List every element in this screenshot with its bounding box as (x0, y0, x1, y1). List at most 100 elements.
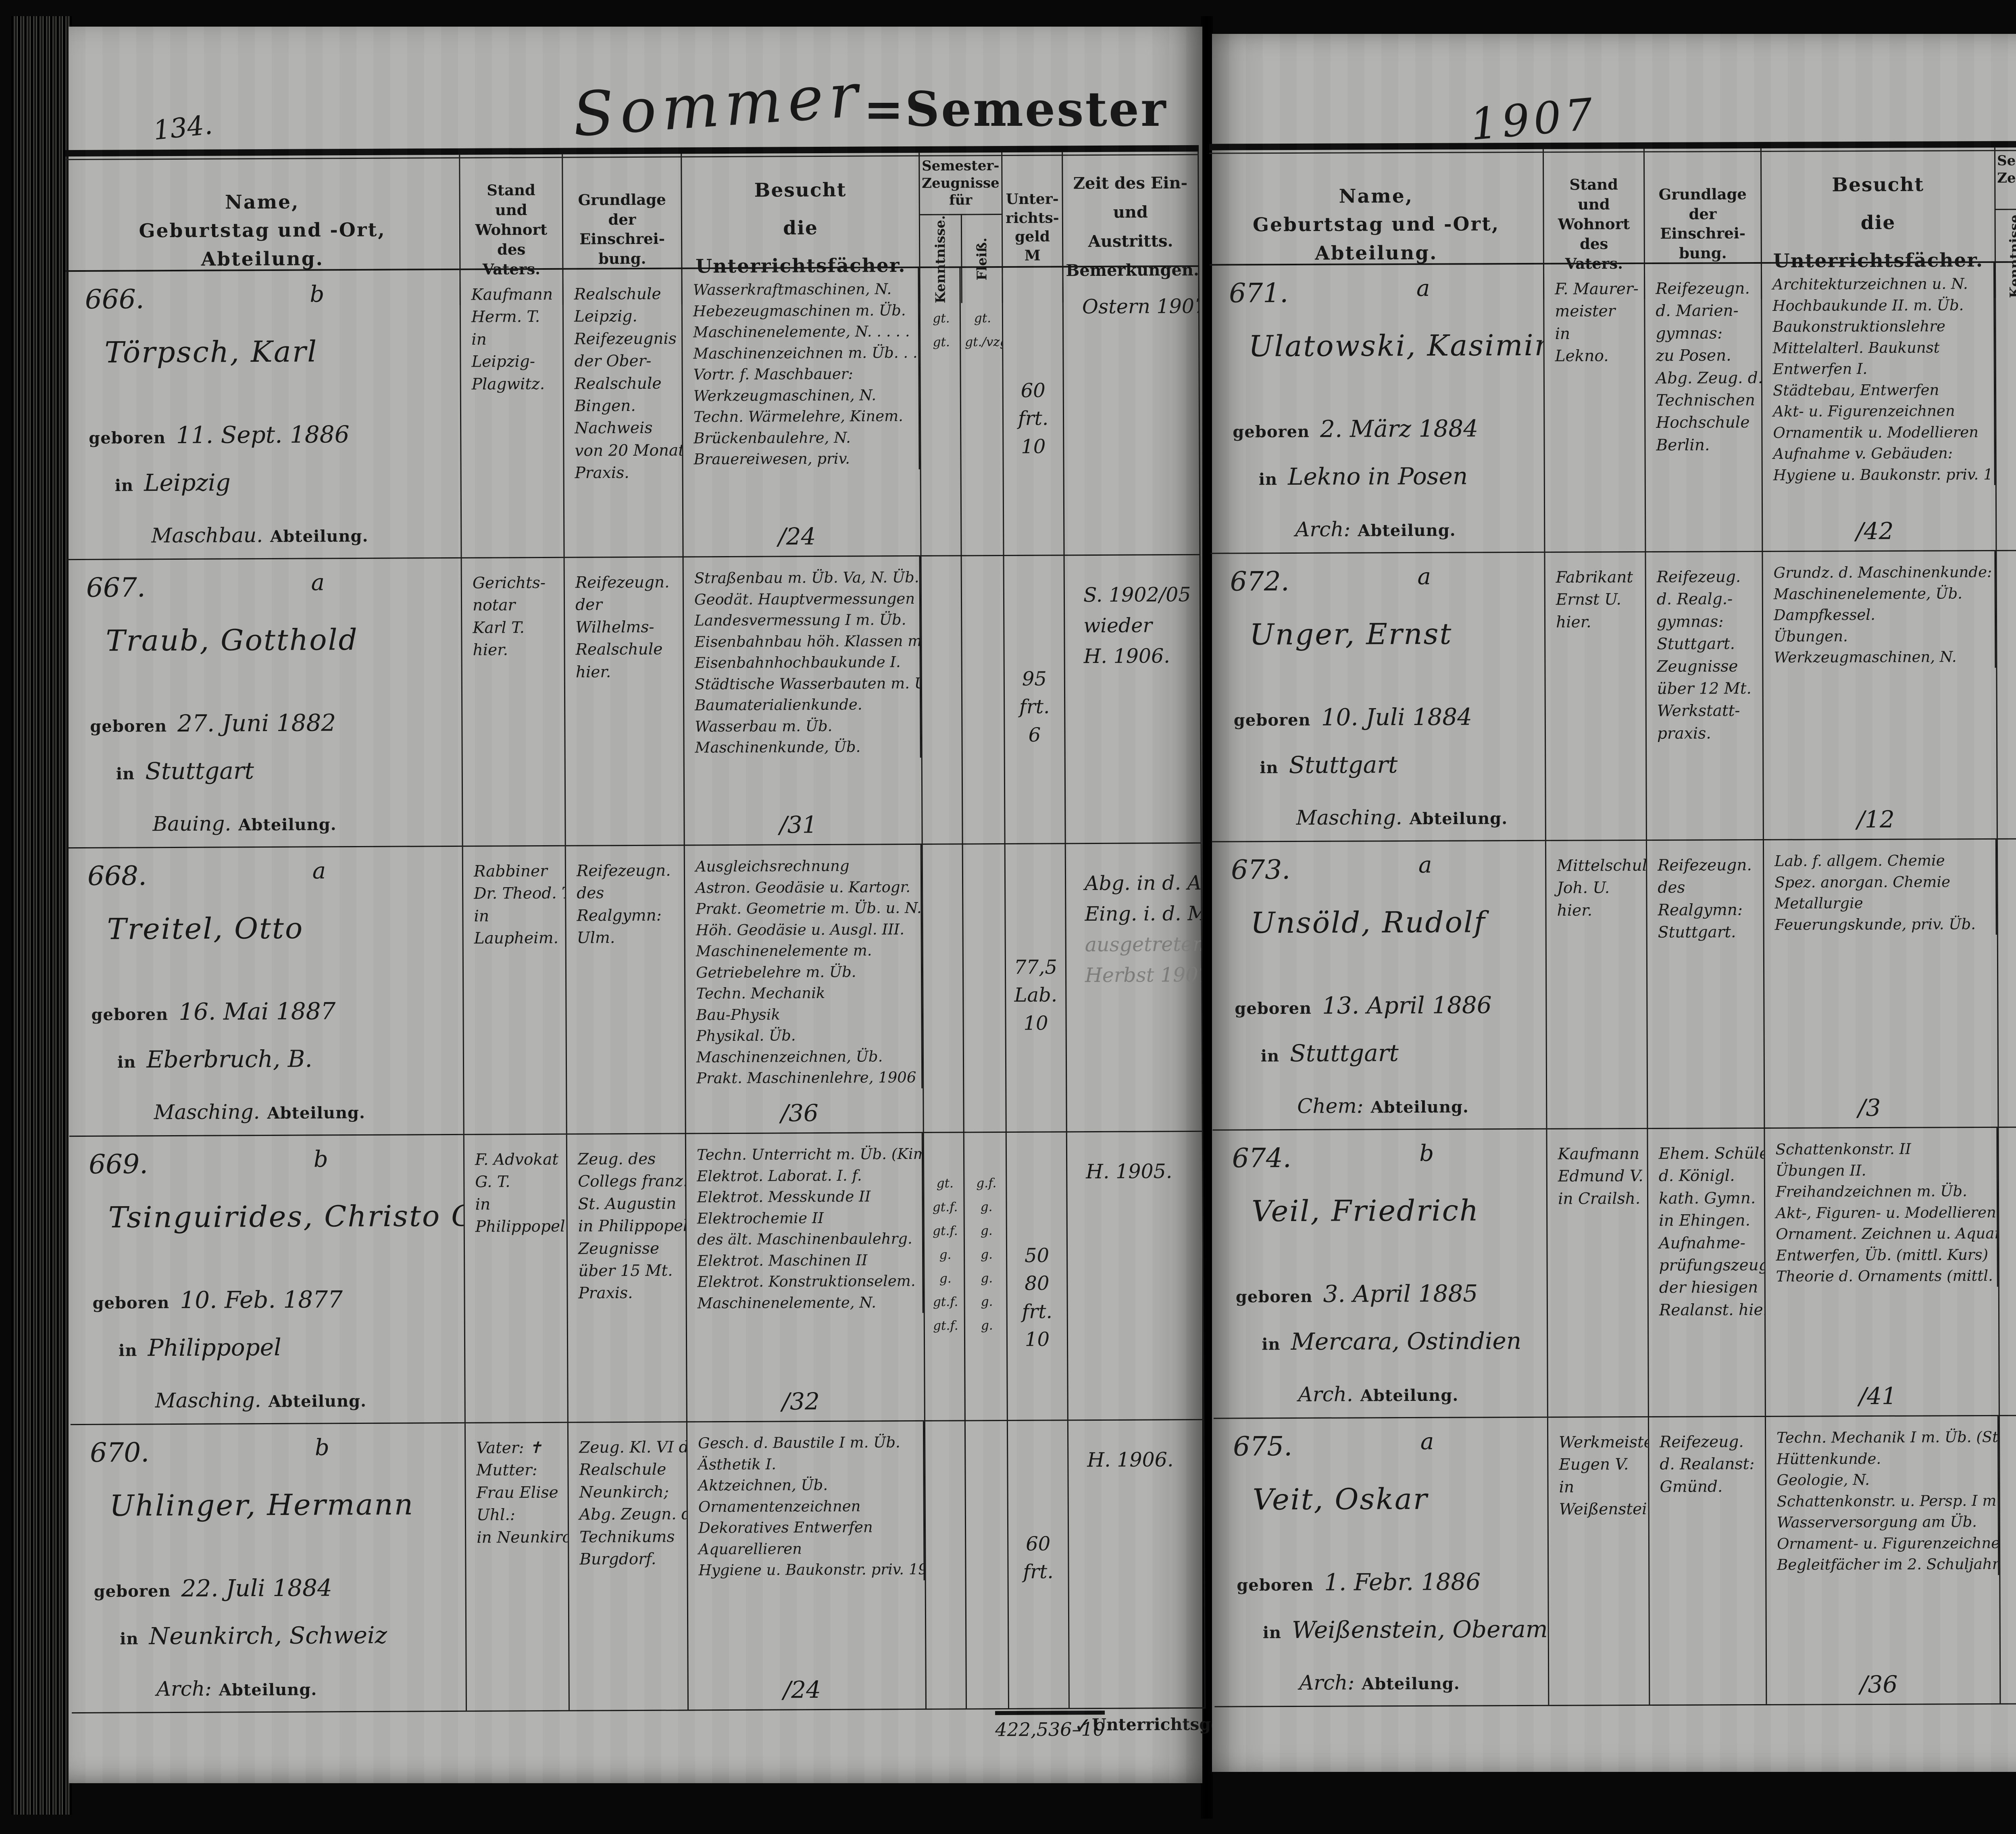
student-cell: 671. a Ulatowski, Kasimir geboren 2. März 18… (1209, 264, 1545, 553)
stand-line: hier. (1557, 901, 1593, 920)
fee-line: 77,5 (1014, 955, 1058, 979)
grade-line: g. (981, 1318, 993, 1333)
enrollment-basis: Reifezeugn. d. Marien-gymnas: zu Posen. Abg… (1645, 263, 1763, 551)
department: Arch: (1295, 517, 1351, 541)
section-letter: a (312, 858, 326, 884)
subject-line: Straßenbau m. Üb. Va, N. Üb. (694, 568, 919, 587)
father-status-residence: Fabrikant Ernst U. hier. (1545, 552, 1647, 840)
subject-line: Gesch. d. Baustile I m. Üb. (698, 1434, 900, 1452)
subject-line: Theorie d. Ornaments (mittl. K.) (1776, 1267, 1998, 1286)
fee-line: frt. (1022, 1300, 1052, 1323)
stand-line: Leipzig- (471, 352, 535, 371)
stand-line: in Crailsh. (1558, 1189, 1641, 1208)
register-table-right: Name, Geburtstag und -Ort, Abteilung. Stan… (1209, 140, 2016, 1788)
tuition-fee: 50 80 frt. 10 (1006, 1132, 1068, 1420)
subjects-attended: Grundz. d. Maschinenkunde: Maschineneleme… (1763, 551, 1996, 669)
semester-title-handwritten: Sommer (570, 60, 866, 150)
section-letter: a (1416, 275, 1430, 302)
subject-line: Grundz. d. Maschinenkunde: (1773, 563, 1992, 581)
subject-line: Maschinenelemente m. (696, 942, 872, 960)
subjects-attended: Wasserkraftmaschinen, N. Hebezeugmaschine… (682, 268, 920, 471)
grundlage-line: Reifezeugn. (575, 573, 670, 592)
department: Chem: (1297, 1094, 1364, 1118)
enrollment-basis: Ehem. Schüler d. Königl. kath. Gymn. in Ehi… (1648, 1128, 1766, 1416)
birth-line: geboren 2. März 1884 (1233, 415, 1478, 443)
subject-line: Dampfkessel. (1773, 606, 1876, 624)
birthplace-line: in Lekno in Posen (1259, 462, 1468, 490)
zeit-lines: H. 1905. (1067, 1132, 1202, 1187)
grundlage-line: Technischen (1656, 391, 1755, 410)
row-hours-sum: /36 (781, 1099, 818, 1127)
subject-line: Maschinenzeichnen, Üb. (696, 1048, 883, 1066)
entry-number: 666. (85, 283, 144, 315)
father-status-residence: Rabbiner Dr. Theod. T. in Laupheim. (463, 846, 567, 1134)
zeit-line: H. 1905. (1086, 1160, 1173, 1184)
subject-line: Techn. Unterricht m. Üb. (Kimb.) (696, 1145, 924, 1164)
department: Masching. (1296, 806, 1402, 829)
subject-line: Ornament. Zeichnen u. Aquarell. (1776, 1224, 1998, 1243)
department-line: Masching. Abteilung. (1296, 805, 1508, 829)
stand-line: F. Advokat (475, 1150, 559, 1169)
grundlage-line: d. Realg.- (1656, 590, 1733, 609)
subjects-attended: Architekturzeichnen u. N. Hochbaukunde II… (1762, 263, 1995, 486)
entry-number: 673. (1231, 854, 1291, 886)
stand-line: Edmund V. (1558, 1167, 1643, 1186)
grundlage-line: Realschule (575, 640, 663, 659)
grades-diligence: g.f. g. g. g. g. g. g. (964, 1132, 1008, 1420)
stand-line: Laupheim. (474, 929, 559, 948)
entry-number: 667. (86, 572, 146, 603)
subject-line: Werkzeugmaschinen, N. (693, 386, 877, 405)
entry-exit-remarks: H. 1905. (1067, 1132, 1204, 1420)
birthplace-line: in Neunkirch, Schweiz (120, 1621, 387, 1650)
student-cell: 670. b Uhlinger, Hermann geboren 22. Juli 18… (70, 1423, 467, 1713)
grundlage-line: Realschule (574, 374, 662, 393)
register-table-left: Name, Geburtstag und -Ort, Abteilung. Stan… (65, 145, 1655, 1794)
subject-line: Hygiene u. Baukonstr. priv. 1. Sem. (1773, 465, 1995, 484)
grundlage-line: über 12 Mt. (1657, 679, 1752, 698)
fee-line: 10 (1021, 435, 1046, 458)
grundlage-line: Technikums (579, 1528, 675, 1546)
subject-line: Maschinenelemente, Üb. (1773, 584, 1963, 603)
fee-line: 95 (1022, 667, 1047, 690)
student-name: Unger, Ernst (1249, 617, 1453, 652)
department-line: Arch: Abteilung. (156, 1676, 317, 1701)
stand-line: Plagwitz. (471, 375, 545, 394)
entry-exit-remarks: S. 1902/05 wieder H. 1906. (1064, 555, 1202, 843)
grade-line: g. (981, 1247, 993, 1262)
subject-line: Hygiene u. Baukonstr. priv. 1906 (698, 1560, 925, 1579)
department-line: Masching. Abteilung. (155, 1388, 367, 1412)
grade-line: gt.f. (932, 1200, 958, 1215)
subject-line: Vortr. f. Maschbauer: (693, 365, 853, 383)
subject-line: Eisenbahnbau höh. Klassen m. Üb. (694, 632, 921, 650)
grundlage-line: Reifezeug. (1660, 1433, 1744, 1451)
stand-line: Ernst U. (1556, 590, 1621, 609)
department: Masching. (155, 1388, 261, 1413)
subject-line: Akt-, Figuren- u. Modellieren (1776, 1203, 1996, 1222)
subject-line: Wasserkraftmaschinen, N. (693, 280, 892, 299)
student-name: Treitel, Otto (107, 911, 304, 946)
department-line: Maschbau. Abteilung. (151, 523, 368, 547)
stand-line: in (1559, 1478, 1574, 1496)
grundlage-line: Ehem. Schüler (1658, 1144, 1766, 1163)
register-entry: 672. a Unger, Ernst geboren 10. Juli 1884 in S… (1210, 550, 2016, 842)
grundlage-line: kath. Gymn. (1658, 1189, 1756, 1208)
zeit-line: Eing. i. d. Maschfabrik (1085, 901, 1203, 926)
subject-line: Hebezeugmaschinen m. Üb. (693, 301, 906, 320)
student-cell: 675. a Veit, Oskar geboren 1. Febr. 1886 in We… (1213, 1417, 1549, 1706)
register-entry: 670. b Uhlinger, Hermann geboren 22. Juli 18… (70, 1420, 1206, 1714)
grundlage-line: St. Augustin (578, 1194, 677, 1213)
department-line: Arch: Abteilung. (1295, 517, 1456, 541)
grades-knowledge (925, 1421, 967, 1709)
entry-number: 672. (1230, 566, 1289, 597)
grundlage-line: Stuttgart. (1658, 923, 1736, 942)
grade-line: gt./vzg (965, 334, 1004, 350)
stand-line: hier. (1556, 613, 1591, 631)
student-name: Unsöld, Rudolf (1250, 905, 1486, 940)
fee-line: 50 (1024, 1244, 1050, 1267)
book-gutter (1201, 16, 1213, 1819)
subject-line: Astron. Geodäsie u. Kartogr. (696, 878, 911, 896)
subject-line: Akt- u. Figurenzeichnen (1773, 402, 1955, 421)
father-status-residence: Gerichts-notar Karl T. hier. (462, 558, 566, 846)
stand-line: F. Maurer- (1555, 280, 1639, 298)
in-label: in (120, 1629, 139, 1649)
